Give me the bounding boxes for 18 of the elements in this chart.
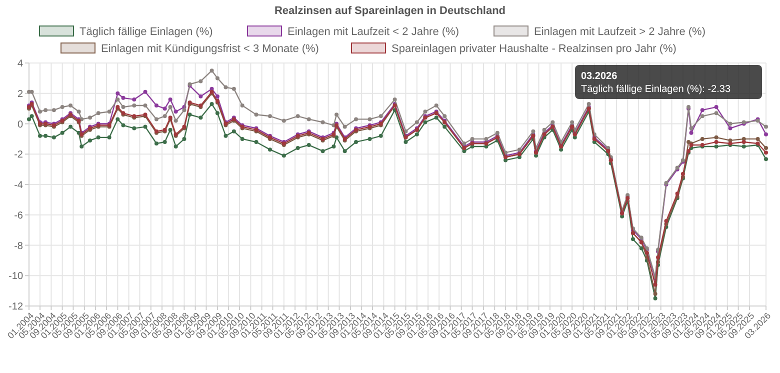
legend-label: Einlagen mit Laufzeit < 2 Jahre (%) [288, 26, 460, 38]
y-tick-label: 4 [17, 58, 24, 70]
tooltip: 03.2026 Täglich fällige Einlagen (%): -2.33 [575, 65, 762, 99]
y-tick-label: 0 [17, 119, 24, 130]
chart-title: Realzinsen auf Spareinlagen in Deutschland [274, 5, 506, 17]
legend-label: Täglich fällige Einlagen (%) [80, 26, 213, 38]
y-tick-label: -4 [14, 180, 24, 191]
y-tick-label: -6 [14, 210, 24, 222]
y-tick-label: -2 [14, 150, 24, 161]
annotation: Täglich fällige Einlagen (%): -2.33 [581, 84, 731, 95]
legend-label: Einlagen mit Laufzeit > 2 Jahre (%) [534, 26, 706, 38]
legend-label: Einlagen mit Kündigungsfrist < 3 Monate (%) [101, 43, 319, 55]
y-tick-label: -12 [8, 302, 24, 312]
y-tick-label: 2 [17, 88, 24, 100]
annotation: 03.2026 [581, 71, 618, 82]
legend-label: Spareinlagen privater Haushalte - Realzinsen pro Jahr (%) [392, 43, 676, 55]
y-tick-label: -10 [8, 271, 24, 282]
y-tick-label: -8 [14, 240, 24, 252]
